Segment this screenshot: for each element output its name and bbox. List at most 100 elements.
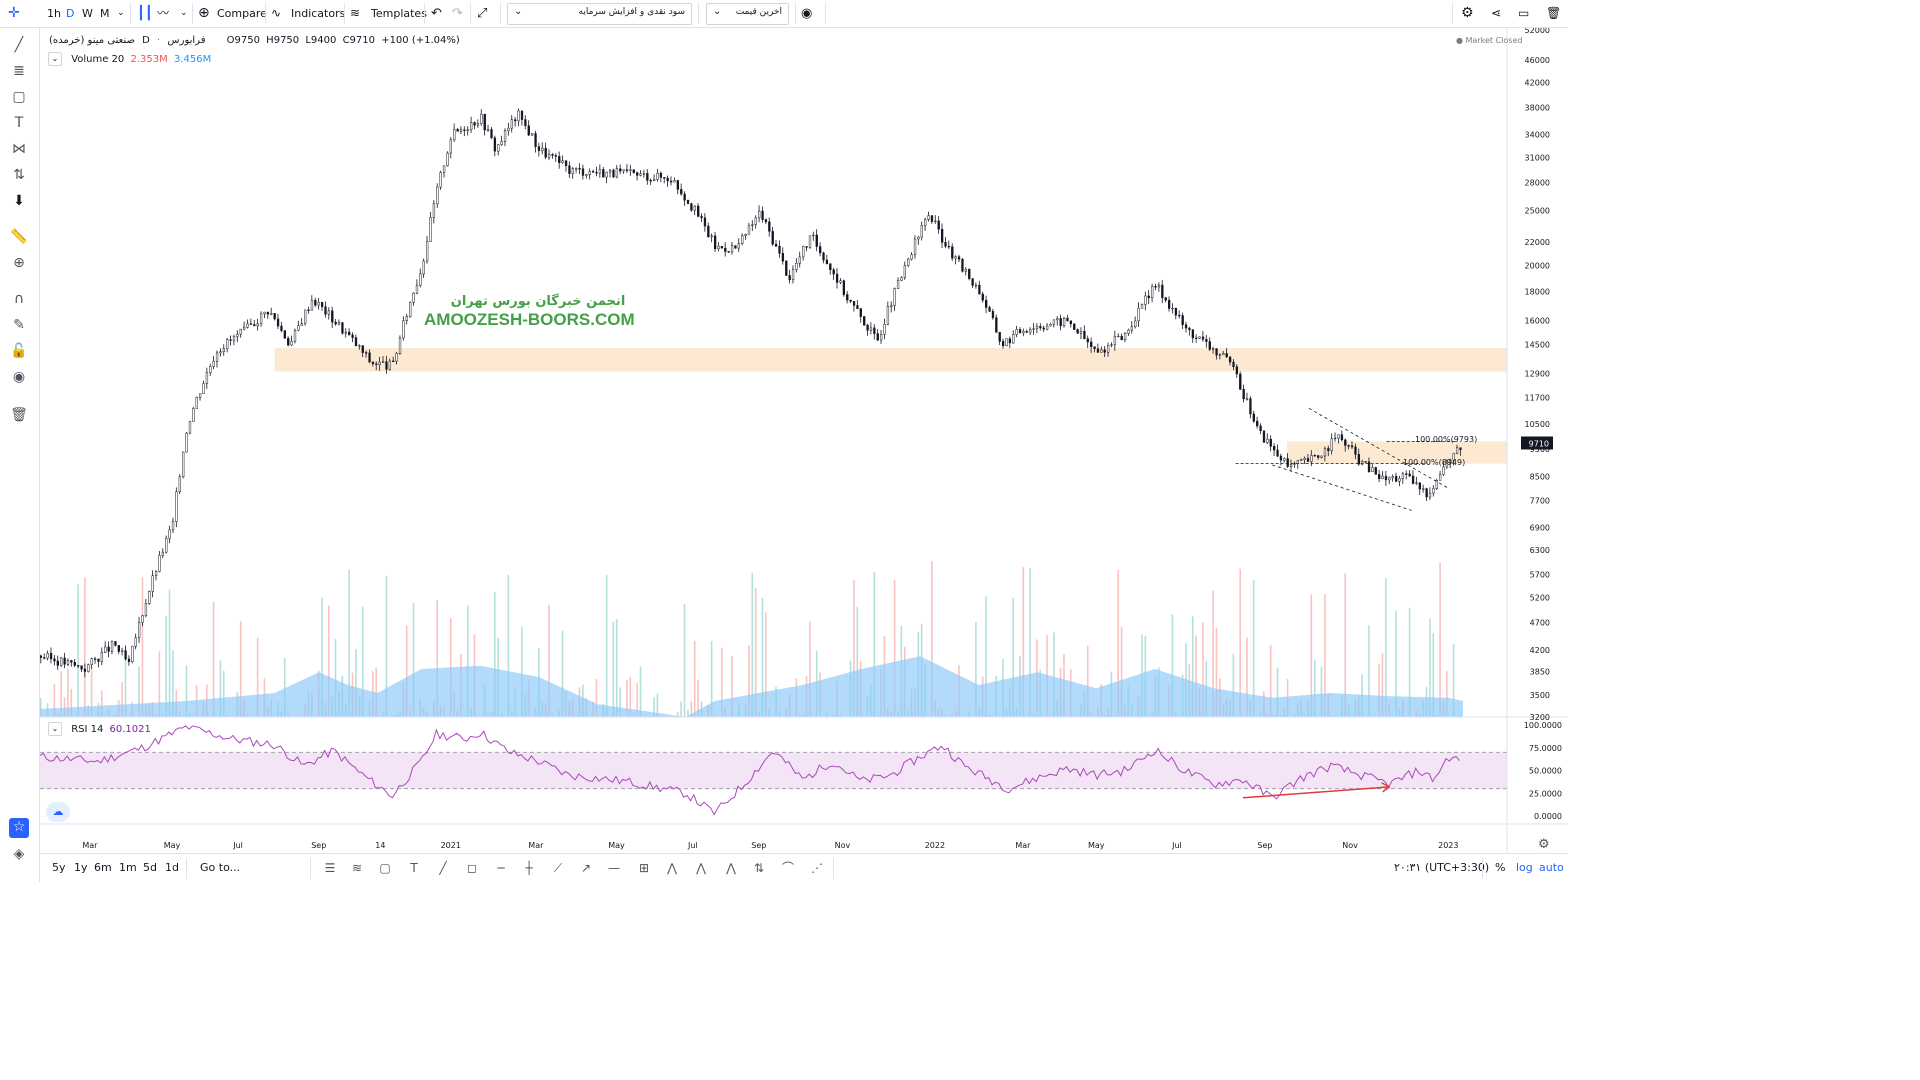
fullscreen-icon[interactable]: ⤢	[477, 6, 488, 21]
candle-body	[588, 171, 591, 175]
horizontal-lines-icon[interactable]: ☰	[324, 861, 336, 875]
volume-label[interactable]: Volume 20	[71, 54, 125, 65]
favorites-star-icon[interactable]: ☆	[9, 818, 29, 838]
range-1d[interactable]: 1d	[165, 861, 179, 874]
arrow-icon[interactable]: ↗	[580, 861, 592, 875]
candle-body	[276, 318, 280, 327]
trend-line-icon[interactable]: ╱	[439, 861, 447, 875]
stay-in-drawing-mode-icon[interactable]: ✎	[13, 317, 25, 333]
snapshot-icon[interactable]: ▭	[1518, 6, 1530, 20]
candle-body	[442, 165, 446, 173]
pattern-icon[interactable]: ⋈	[12, 141, 26, 157]
auto-toggle[interactable]: auto	[1539, 861, 1564, 874]
percent-toggle[interactable]: %	[1495, 861, 1506, 874]
candle-body	[1445, 463, 1449, 468]
price-chart[interactable]: 52000 46000 42000 38000 34000 31000 28000 25000…	[40, 28, 1568, 853]
interval-w[interactable]: W	[82, 7, 93, 20]
share-icon[interactable]: ⋖	[1491, 6, 1502, 20]
time-tick-label: Jul	[687, 841, 698, 850]
crosshair-icon[interactable]: ✛	[8, 5, 20, 21]
redo-icon[interactable]: ↷	[452, 6, 463, 21]
interval-dropdown-icon[interactable]: ⌄	[117, 8, 125, 18]
go-to-button[interactable]: Go to...	[200, 861, 241, 874]
cross-line-icon[interactable]: ┼	[525, 861, 533, 875]
text-tool-icon[interactable]: T	[14, 115, 24, 131]
candle-body	[819, 246, 822, 254]
indicators-button[interactable]: Indicators	[291, 7, 346, 20]
polyline-icon[interactable]: ⟋	[553, 861, 563, 875]
interval-d[interactable]: D	[66, 7, 75, 20]
rectangle-icon[interactable]: ▢	[379, 861, 391, 875]
interval-1h[interactable]: 1h	[47, 7, 61, 20]
volume-ma-value: 3.456M	[173, 54, 212, 65]
horizontal-ray-icon[interactable]: ─	[497, 861, 505, 875]
log-toggle[interactable]: log	[1516, 861, 1533, 874]
low-label: L	[305, 35, 311, 46]
candle-body	[1256, 420, 1259, 427]
fib-channel-icon[interactable]: ≋	[351, 861, 363, 875]
path-icon[interactable]: ⋰	[811, 861, 823, 875]
text-icon[interactable]: T	[410, 861, 418, 875]
candle-body	[1266, 438, 1269, 443]
range-5y[interactable]: 5y	[52, 861, 66, 874]
templates-button[interactable]: Templates	[371, 7, 427, 20]
range-1m[interactable]: 1m	[119, 861, 137, 874]
volume-bar	[412, 602, 415, 717]
candle-body	[1110, 344, 1113, 346]
trend-line-icon[interactable]: ╱	[14, 37, 24, 53]
dividend-adjust-dropdown[interactable]: ⌄ سود نقدی و افزایش سرمایه	[507, 3, 692, 25]
time-tick-label: May	[608, 841, 625, 850]
compare-plus-icon[interactable]: ⊕	[198, 5, 210, 21]
candle-body	[1012, 334, 1015, 344]
hide-drawings-eye-icon[interactable]: ◉	[12, 369, 26, 385]
indicators-icon[interactable]: ∿	[271, 6, 282, 20]
candle-body	[1367, 461, 1371, 473]
trash-icon[interactable]: 🗑	[1546, 6, 1562, 20]
date-range-icon[interactable]: ⊞	[638, 861, 650, 875]
chart-type-dropdown-icon[interactable]: ⌄	[180, 8, 188, 18]
callout-icon[interactable]: ◻	[467, 861, 477, 875]
templates-icon[interactable]: ≋	[350, 6, 361, 20]
rectangle-icon[interactable]: ▢	[12, 89, 26, 105]
xabcd-pattern-icon[interactable]: ⋀	[667, 861, 677, 875]
candle-body	[808, 235, 812, 248]
horizontal-line-icon[interactable]: —	[608, 861, 620, 875]
undo-icon[interactable]: ↶	[431, 6, 442, 21]
candle-body	[385, 361, 388, 370]
ruler-icon[interactable]: 📏	[10, 229, 28, 245]
price-source-dropdown[interactable]: ⌄ اخرین قیمت	[706, 3, 789, 25]
arrow-down-icon[interactable]: ⬇	[13, 193, 25, 209]
symbol-name[interactable]: صنعتی مینو (خرمده)	[49, 35, 135, 46]
settings-gear-icon[interactable]: ⚙	[1461, 5, 1474, 21]
clock-timezone[interactable]: ۲۰:۳۱ (UTC+3:30)	[1394, 861, 1490, 874]
fib-retracement-icon[interactable]: ≣	[13, 63, 25, 79]
range-1y[interactable]: 1y	[74, 861, 88, 874]
lock-icon[interactable]: 🔓	[10, 343, 28, 359]
axis-settings-gear-icon[interactable]: ⚙	[1538, 837, 1550, 852]
fib-upper-label[interactable]: 100.00%(9793)	[1415, 435, 1478, 444]
collapse-chevron-icon[interactable]: ⌄	[48, 722, 62, 736]
zoom-in-icon[interactable]: ⊕	[13, 255, 25, 271]
volume-bar	[124, 647, 127, 717]
object-tree-layers-icon[interactable]: ◈	[13, 846, 25, 862]
prediction-icon[interactable]: ⇅	[13, 167, 25, 183]
candle-body	[154, 571, 158, 576]
interval-m[interactable]: M	[100, 7, 110, 20]
tradingview-logo-icon[interactable]: ☁	[46, 802, 70, 822]
compare-button[interactable]: Compare	[217, 7, 267, 20]
abcd-pattern-icon[interactable]: ⋀	[696, 861, 706, 875]
remove-drawings-trash-icon[interactable]: 🗑	[10, 407, 28, 423]
rsi-label[interactable]: RSI 14	[71, 724, 104, 735]
magnet-icon[interactable]: ∩	[13, 291, 25, 307]
range-5d[interactable]: 5d	[143, 861, 157, 874]
brush-icon[interactable]: ⌒	[781, 861, 794, 875]
eye-icon[interactable]: ◉	[801, 6, 813, 21]
candles-icon[interactable]: ┃┃	[137, 6, 153, 21]
long-position-icon[interactable]: ⇅	[753, 861, 765, 875]
line-chart-icon[interactable]: 〰	[157, 6, 170, 20]
range-6m[interactable]: 6m	[94, 861, 112, 874]
candle-body	[1130, 326, 1134, 331]
fib-lower-label[interactable]: 100.00%(8949)	[1403, 458, 1466, 467]
collapse-chevron-icon[interactable]: ⌄	[48, 52, 62, 66]
elliott-wave-icon[interactable]: ⋀	[726, 861, 736, 875]
